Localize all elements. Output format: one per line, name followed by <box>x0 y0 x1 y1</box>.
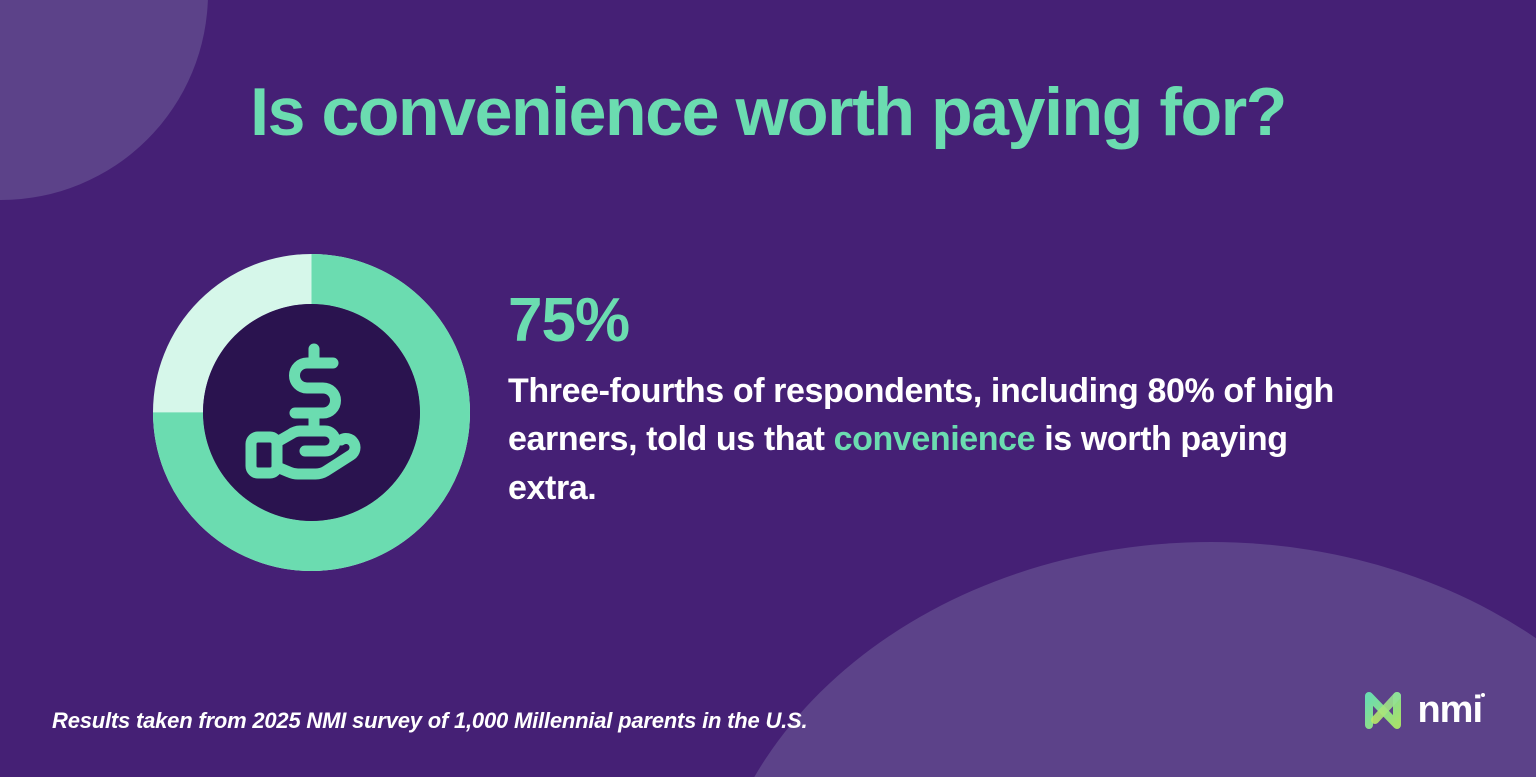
donut-value-segment <box>153 254 470 571</box>
money-in-hand-icon <box>245 343 360 480</box>
stat-description-highlight: convenience <box>833 420 1036 459</box>
stat-block: 75% Three-fourths of respondents, includ… <box>508 288 1368 512</box>
nmi-logo-wordmark: nmi <box>1417 689 1483 731</box>
stat-description: Three-fourths of respondents, including … <box>508 367 1348 512</box>
nmi-logo-dot-icon <box>1481 693 1485 697</box>
nmi-logo-mark-icon <box>1365 692 1402 729</box>
stat-description-part2: is worth paying extra. <box>508 420 1288 507</box>
stat-description-part1: Three-fourths of respondents, including … <box>508 372 1334 459</box>
source-note: Results taken from 2025 NMI survey of 1,… <box>52 708 808 733</box>
page-title: Is convenience worth paying for? <box>250 74 1287 150</box>
nmi-logo: nmi <box>1362 688 1485 732</box>
donut-chart <box>153 254 470 571</box>
nmi-logo-text: nmi <box>1417 689 1485 731</box>
stat-percent: 75% <box>508 286 630 355</box>
donut-icon-holder <box>153 254 470 571</box>
